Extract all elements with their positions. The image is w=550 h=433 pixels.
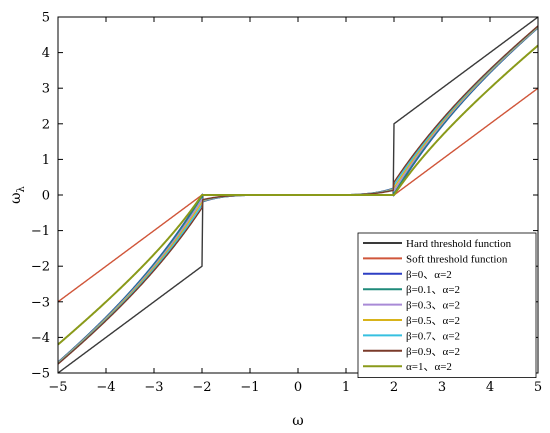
ticks-layer: −5 −4 −3 −2 −1 0 1 2 3 4 5 −5 −4 −3 −2 −1 0 1 2 3 4 5 xyxy=(31,11,542,396)
y-axis-title: ωλ xyxy=(8,185,27,203)
y-tick-label: −4 xyxy=(31,331,50,346)
legend-label-4: β=0.3、α=2 xyxy=(406,300,460,312)
y-tick-label: −1 xyxy=(31,224,50,239)
x-tick-label: −1 xyxy=(240,380,259,395)
legend-label-5: β=0.5、α=2 xyxy=(406,315,460,327)
series-line-8 xyxy=(57,44,539,346)
x-tick-label: −3 xyxy=(144,380,163,395)
y-axis-title-sub: λ xyxy=(16,185,27,192)
y-axis-title-main: ω xyxy=(8,192,24,203)
x-tick-label: 5 xyxy=(534,380,542,395)
y-tick-label: −3 xyxy=(31,295,50,310)
y-tick-label: 0 xyxy=(42,189,50,204)
x-tick-label: 4 xyxy=(486,380,494,395)
y-tick-label: 1 xyxy=(42,153,50,168)
legend-label-0: Hard threshold function xyxy=(406,238,512,250)
legend: Hard threshold function Soft threshold fu… xyxy=(357,232,537,379)
y-tick-label: 5 xyxy=(42,11,50,26)
legend-label-8: α=1、α=2 xyxy=(406,361,452,373)
x-tick-label: 2 xyxy=(390,380,398,395)
x-tick-label: 3 xyxy=(438,380,446,395)
legend-label-1: Soft threshold function xyxy=(406,253,508,265)
legend-label-2: β=0、α=2 xyxy=(406,269,452,281)
x-tick-label: −4 xyxy=(96,380,115,395)
legend-label-6: β=0.7、α=2 xyxy=(406,330,460,342)
x-tick-label: −5 xyxy=(48,380,67,395)
x-axis-title: ω xyxy=(292,413,303,429)
y-tick-label: −2 xyxy=(31,260,50,275)
series-layer xyxy=(57,16,539,374)
y-tick-label: 2 xyxy=(42,117,50,132)
y-tick-label: 4 xyxy=(42,46,50,61)
x-tick-label: −2 xyxy=(192,380,211,395)
x-tick-label: 0 xyxy=(294,380,302,395)
y-tick-label: 3 xyxy=(42,82,50,97)
legend-label-3: β=0.1、α=2 xyxy=(406,284,460,296)
x-tick-label: 1 xyxy=(342,380,350,395)
legend-label-7: β=0.9、α=2 xyxy=(406,346,460,358)
y-tick-label: −5 xyxy=(31,367,50,382)
